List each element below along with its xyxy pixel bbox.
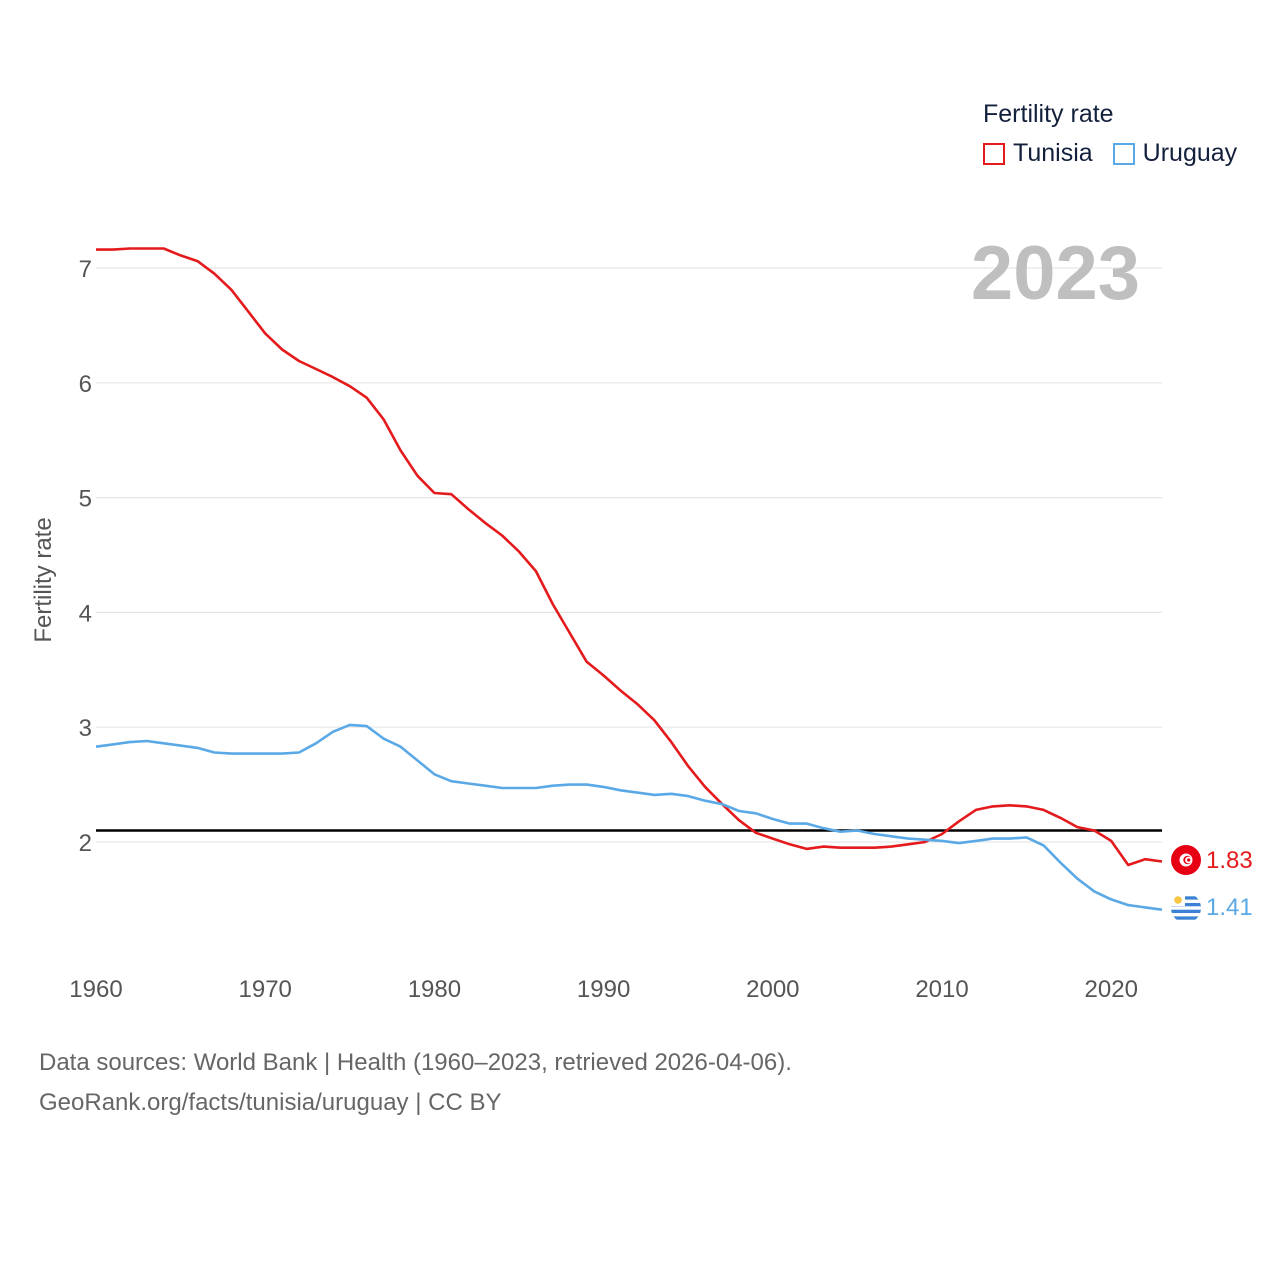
x-tick-label: 1960: [69, 976, 122, 1003]
y-tick-label: 6: [79, 371, 92, 398]
legend: Fertility rate Tunisia Uruguay: [983, 100, 1237, 168]
data-sources-text: Data sources: World Bank | Health (1960–…: [39, 1049, 792, 1076]
uruguay-flag-icon: [1171, 893, 1201, 923]
legend-item-tunisia[interactable]: Tunisia: [983, 139, 1093, 168]
x-tick-label: 2000: [746, 976, 799, 1003]
y-axis-title: Fertility rate: [30, 517, 57, 642]
x-axis-ticks: 1960 1970 1980 1990 2000 2010 2020: [69, 976, 1138, 1003]
uruguay-end-value: 1.41: [1206, 894, 1253, 921]
year-label: 2023: [971, 231, 1140, 316]
source-link-text[interactable]: GeoRank.org/facts/tunisia/uruguay | CC B…: [39, 1089, 502, 1116]
y-tick-label: 5: [79, 486, 92, 513]
legend-item-uruguay[interactable]: Uruguay: [1112, 139, 1238, 168]
tunisia-end-value: 1.83: [1206, 847, 1253, 874]
x-tick-label: 1990: [577, 976, 630, 1003]
legend-label-tunisia: Tunisia: [1013, 139, 1093, 167]
legend-swatch-tunisia: [983, 142, 1005, 165]
y-tick-label: 7: [79, 256, 92, 283]
series-line-tunisia: [96, 247, 1163, 867]
x-tick-label: 2010: [915, 976, 968, 1003]
legend-label-uruguay: Uruguay: [1142, 139, 1238, 167]
legend-title: Fertility rate: [983, 100, 1114, 128]
footer: Data sources: World Bank | Health (1960–…: [39, 1043, 792, 1123]
y-tick-label: 4: [79, 600, 92, 627]
y-axis-ticks: 2 3 4 5 6 7: [79, 256, 92, 857]
x-tick-label: 2020: [1085, 976, 1138, 1003]
x-tick-label: 1970: [239, 976, 292, 1003]
gridlines: [96, 267, 1162, 843]
y-tick-label: 2: [79, 830, 92, 857]
series-lines: [95, 247, 1163, 911]
y-tick-label: 3: [79, 715, 92, 742]
legend-swatch-uruguay: [1112, 142, 1135, 165]
x-tick-label: 1980: [408, 976, 461, 1003]
series-line-uruguay: [95, 723, 1163, 911]
tunisia-flag-icon: [1171, 845, 1201, 875]
